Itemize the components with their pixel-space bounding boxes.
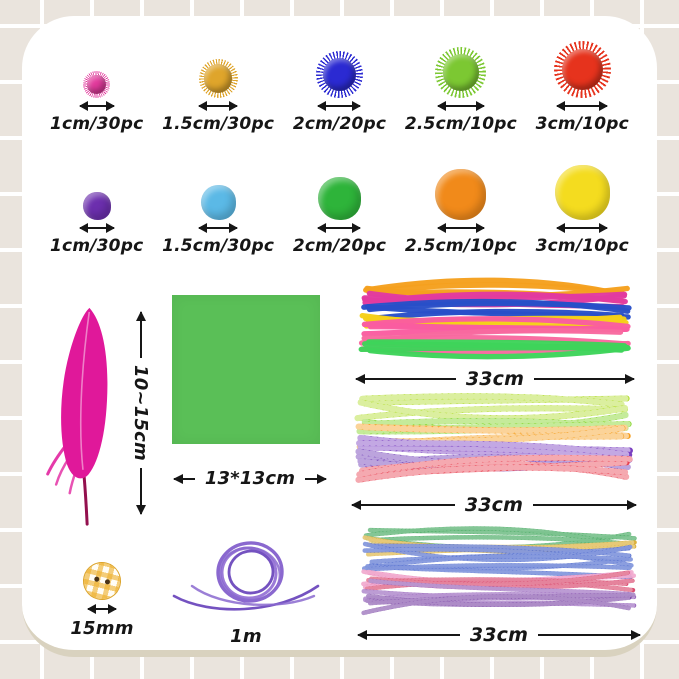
gingham-button-image <box>78 557 126 605</box>
width-arrow-icon <box>198 223 239 233</box>
pipe-cleaner-image <box>354 393 633 483</box>
button-hole <box>93 576 100 583</box>
pom-item: 1cm/30pc <box>36 162 157 256</box>
bundle-size-label: 33cm <box>465 368 525 390</box>
pom-purple <box>82 192 111 220</box>
button-hole <box>104 578 111 585</box>
button-item: 15mm <box>60 557 144 639</box>
width-arrow-icon <box>78 101 115 111</box>
width-arrow-icon <box>436 101 485 111</box>
arrow-left-icon <box>357 630 460 640</box>
size-label: 2cm/20pc <box>292 236 387 256</box>
arrow-down-icon <box>135 468 146 516</box>
product-card: 1cm/30pc 1.5cm/30pc 2cm/20pc 2.5cm/10pc <box>22 16 657 657</box>
arrow-right-icon <box>534 374 635 384</box>
bundle-size-measure: 33cm <box>351 494 637 516</box>
cord-image <box>172 541 320 611</box>
cord-item: 1m <box>170 534 322 647</box>
pipe-cleaner-bundle-smooth: 33cm <box>355 276 635 390</box>
size-label: 2cm/20pc <box>292 114 387 134</box>
pom-skyblue <box>200 185 236 220</box>
size-label: 2.5cm/10pc <box>404 114 517 134</box>
arrow-left-icon <box>173 473 195 484</box>
pom-item: 1.5cm/30pc <box>157 34 278 134</box>
width-arrow-icon <box>87 604 117 614</box>
height-arrow: 10~15cm <box>130 311 151 516</box>
feather-item: 10~15cm <box>44 298 174 530</box>
cord-length-label: 1m <box>230 626 262 647</box>
glitter-pom-red <box>553 41 611 98</box>
bundle-size-label: 33cm <box>469 624 529 646</box>
pom-yellow <box>554 165 610 220</box>
pom-item: 1cm/30pc <box>36 34 157 134</box>
glitter-pom-pink <box>83 71 111 98</box>
bundle-size-measure: 33cm <box>357 624 641 646</box>
paper-size-measure: 13*13cm <box>173 468 327 489</box>
size-label: 1cm/30pc <box>50 114 144 134</box>
pom-item: 2cm/20pc <box>279 34 400 134</box>
pipe-cleaner-image <box>358 277 632 360</box>
arrow-left-icon <box>351 500 455 510</box>
width-arrow-icon <box>556 223 609 233</box>
size-label: 1.5cm/30pc <box>162 114 275 134</box>
width-arrow-icon <box>556 101 609 111</box>
pom-item: 2.5cm/10pc <box>400 162 521 256</box>
bundle-size-measure: 33cm <box>355 368 635 390</box>
pipe-cleaner-image <box>361 526 637 616</box>
pom-item: 3cm/10pc <box>522 162 643 256</box>
width-arrow-icon <box>436 223 485 233</box>
arrow-right-icon <box>305 473 327 484</box>
pom-item: 1.5cm/30pc <box>157 162 278 256</box>
glitter-pom-row: 1cm/30pc 1.5cm/30pc 2cm/20pc 2.5cm/10pc <box>36 34 643 134</box>
pipe-cleaner-bundle-glitter: 33cm <box>357 522 641 646</box>
button-size-label: 15mm <box>70 618 134 639</box>
felt-paper-square <box>172 295 320 444</box>
size-label: 1cm/30pc <box>50 236 144 256</box>
bundle-size-label: 33cm <box>464 494 524 516</box>
feather-size-label: 10~15cm <box>130 365 151 462</box>
width-arrow-icon <box>317 101 362 111</box>
arrow-right-icon <box>538 630 641 640</box>
paper-size-label: 13*13cm <box>204 468 296 489</box>
arrow-right-icon <box>533 500 637 510</box>
width-arrow-icon <box>78 223 115 233</box>
pipe-cleaner-bundle-striped: 33cm <box>351 392 637 516</box>
feather-image <box>46 307 108 526</box>
pom-item: 2cm/20pc <box>279 162 400 256</box>
pom-orange <box>435 169 487 220</box>
glitter-pom-gold <box>198 59 238 98</box>
arrow-up-icon <box>135 311 146 358</box>
glitter-pom-blue <box>315 51 363 98</box>
plain-pom-row: 1cm/30pc 1.5cm/30pc 2cm/20pc 2.5cm/10pc <box>36 162 643 256</box>
pom-green <box>317 177 361 220</box>
pom-item: 2.5cm/10pc <box>400 34 521 134</box>
glitter-pom-green <box>435 47 487 98</box>
size-label: 1.5cm/30pc <box>162 236 275 256</box>
arrow-left-icon <box>355 374 456 384</box>
width-arrow-icon <box>317 223 362 233</box>
size-label: 3cm/10pc <box>535 114 629 134</box>
size-label: 2.5cm/10pc <box>404 236 517 256</box>
pom-item: 3cm/10pc <box>522 34 643 134</box>
width-arrow-icon <box>198 101 239 111</box>
size-label: 3cm/10pc <box>535 236 629 256</box>
